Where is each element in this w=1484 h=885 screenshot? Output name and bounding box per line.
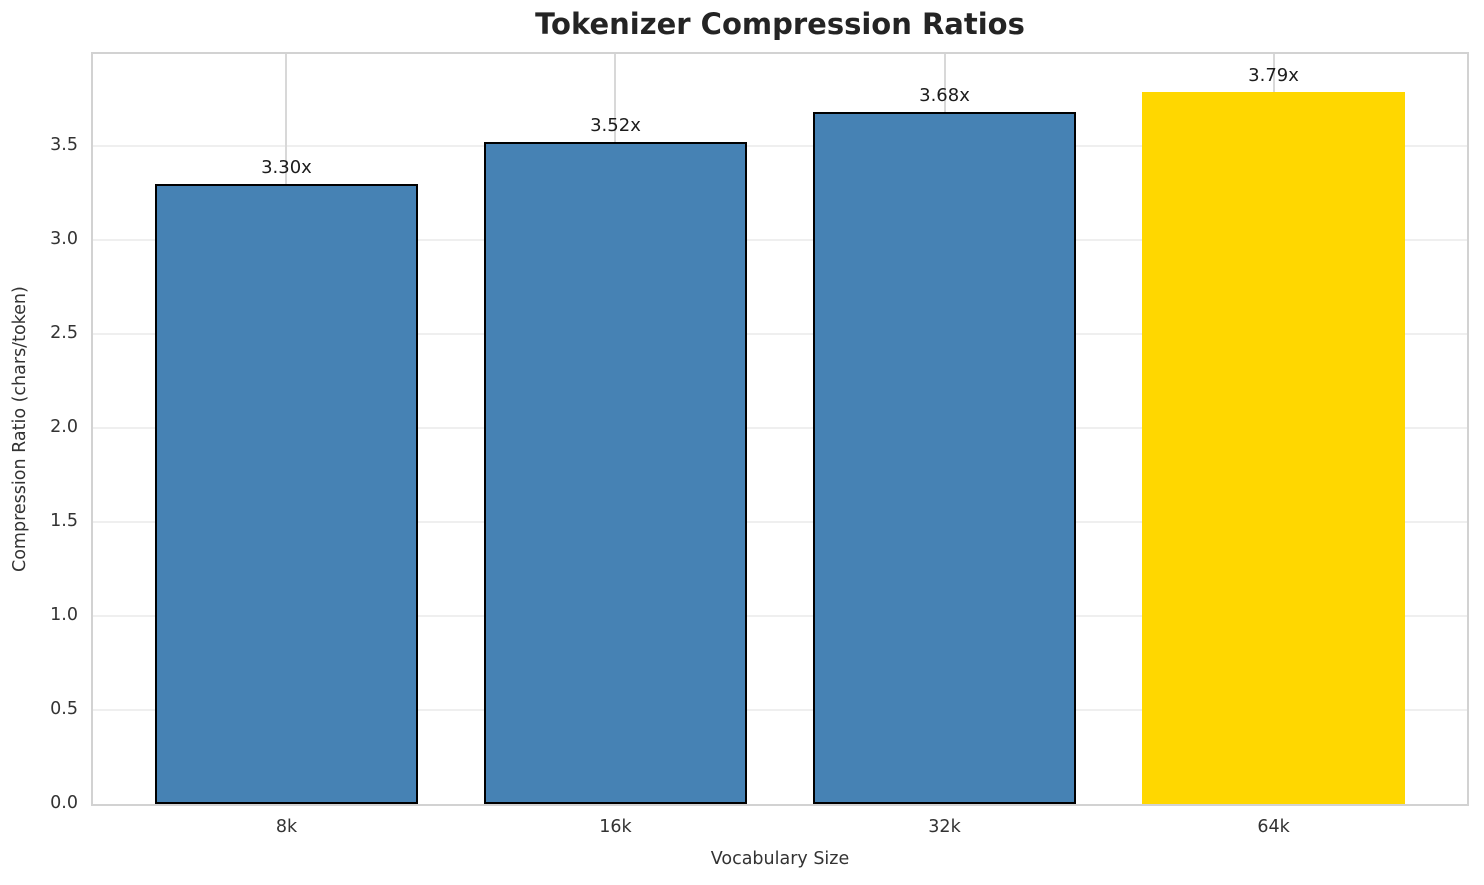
x-axis-label: Vocabulary Size [710,849,850,869]
chart-title: Tokenizer Compression Ratios [535,7,1025,41]
x-tick-label: 16k [599,817,632,837]
bar-value-label: 3.79x [1248,64,1299,86]
h-gridline [93,239,1467,242]
y-tick-label: 0.0 [50,793,78,813]
bar-8k [154,183,419,804]
bar-16k [483,142,748,804]
h-gridline [93,427,1467,430]
y-tick-label: 3.5 [50,135,78,156]
y-tick-label: 2.5 [50,323,78,344]
y-tick-label: 2.0 [50,417,78,438]
h-gridline [93,615,1467,618]
h-gridline [93,145,1467,148]
bar-value-label: 3.68x [919,85,970,107]
plot-area: 3.30x 3.52x 3.68x 3.79x [91,52,1469,806]
y-tick-label: 1.0 [50,605,78,626]
bar-value-label: 3.52x [590,115,641,137]
bar-32k [812,112,1077,804]
h-gridline [93,333,1467,336]
bar-value-label: 3.30x [261,156,312,178]
y-tick-label: 3.0 [50,229,78,250]
x-tick-label: 32k [928,817,961,837]
bar-64k [1141,91,1406,804]
x-tick-label: 64k [1257,817,1290,837]
h-gridline [93,709,1467,712]
y-tick-label: 0.5 [50,699,78,719]
y-tick-label: 1.5 [50,511,78,532]
h-gridline [93,521,1467,524]
x-tick-label: 8k [275,817,298,837]
